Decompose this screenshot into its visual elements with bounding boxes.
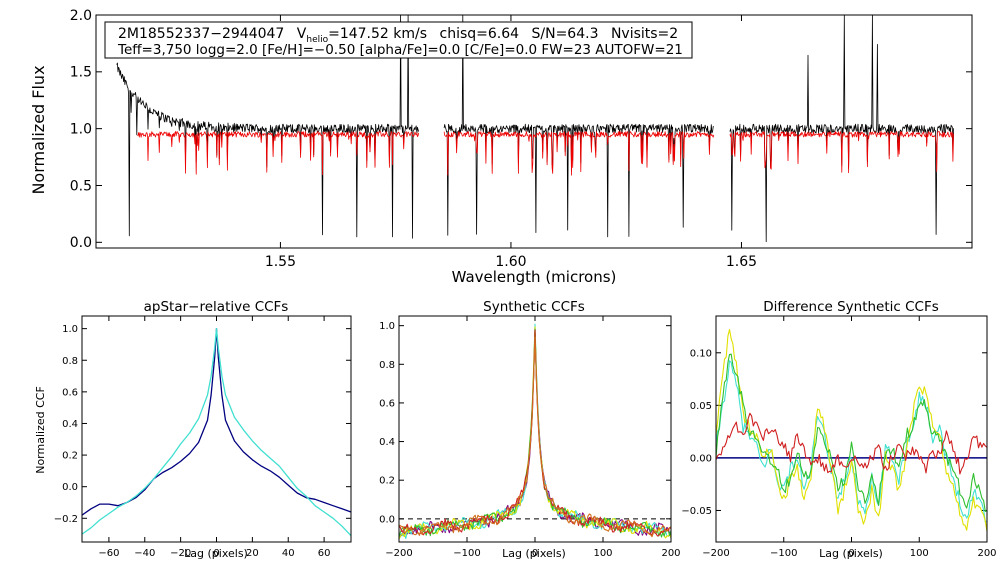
model-spectrum-line [137,131,420,176]
apstar-ccf-xtick-label: 60 [318,548,331,559]
apstar-ccf-xtick-label: 40 [282,548,295,559]
synthetic-ccf-ytick-label: 0.2 [379,476,395,487]
apstar-ccf-frame [81,315,352,543]
synthetic-ccf-ticks: −200 −100 0 100 200 0.0 0.2 0.4 0.6 0.8 1.0 [379,316,681,559]
synthetic-ccf-panel: Synthetic CCFs Lag (pixels) −200 −100 0 100… [379,299,680,560]
synthetic-ccf-frame [398,315,672,543]
annotation-sn: S/N=64.3 [532,26,599,42]
annotation-line1: 2M18552337−2944047 Vhelio=147.52 km/s ch… [118,26,678,45]
difference-ccf-xtick-label: −200 [702,548,729,559]
apstar-ccf-panel: apStar−relative CCFs Normalized CCF Lag … [34,299,352,560]
difference-ccf-title: Difference Synthetic CCFs [763,299,939,315]
apstar-ccf-xtick-label: −40 [134,548,155,559]
difference-ccf-line [715,360,988,523]
synthetic-ccf-ytick-label: 0.8 [379,360,395,371]
spectrum-ytick-label: 2.0 [70,8,92,24]
model-spectrum-line [729,131,954,174]
difference-ccf-xlabel: Lag (pixels) [819,547,883,560]
spectrum-xtick-label: 1.60 [495,254,526,270]
synthetic-ccf-xtick-label: 200 [661,548,680,559]
synthetic-ccf-ytick-label: 0.4 [379,437,395,448]
apstar-ccf-ytick-label: −0.2 [54,514,78,525]
apstar-ccf-ytick-label: 0.2 [62,451,78,462]
apstar-ccf-series [81,327,352,537]
synthetic-ccf-xtick-label: −100 [453,548,480,559]
difference-ccf-ytick-label: −0.05 [681,506,712,517]
spectrum-frame [95,14,973,249]
synthetic-ccf-title: Synthetic CCFs [483,299,585,315]
synthetic-ccf-xtick-label: 0 [532,548,538,559]
spectrum-ytick-label: 0.5 [70,178,92,194]
apstar-ccf-xtick-label: 20 [246,548,259,559]
apstar-ccf-ticks: −60 −40 −20 0 20 40 60 −0.2 0.0 0.2 0.4 0.6 0.8 1.0 [54,316,351,559]
model-spectrum-line [443,131,715,176]
spectrum-xtick-label: 1.65 [726,254,757,270]
difference-ccf-line [715,353,988,513]
synthetic-ccf-series [398,323,672,540]
apstar-ccf-ytick-label: 0.4 [62,419,78,430]
difference-ccf-ticks: −200 −100 0 100 200 −0.05 0.00 0.05 0.10 [681,316,997,559]
spectrum-xlabel: Wavelength (microns) [452,268,617,286]
synthetic-ccf-xtick-label: 100 [593,548,612,559]
annotation-nvisits: Nvisits=2 [611,26,678,42]
difference-ccf-ytick-label: 0.05 [690,401,712,412]
difference-ccf-xtick-label: −100 [770,548,797,559]
difference-ccf-frame [715,315,988,543]
annotation-box [104,21,693,59]
apstar-ccf-ytick-label: 0.8 [62,356,78,367]
annotation-vhelio-prefix: V [297,26,307,42]
apstar-ccf-title: apStar−relative CCFs [144,299,289,315]
spectrum-ytick-label: 1.0 [70,122,92,138]
difference-ccf-xtick-label: 100 [910,548,929,559]
apstar-ccf-xtick-label: 0 [213,548,219,559]
synthetic-ccf-line [398,336,672,538]
difference-ccf-xtick-label: 0 [848,548,854,559]
difference-ccf-series [715,328,988,532]
spectrum-annotation: 2M18552337−2944047 Vhelio=147.52 km/s ch… [104,21,693,59]
spectrum-ytick-label: 1.5 [70,65,92,81]
observed-spectrum-line [116,14,420,239]
annotation-vhelio-value: =147.52 km/s [328,26,427,42]
spectrum-panel: Normalized Flux Wavelength (microns) 1.5… [29,8,973,286]
apstar-ccf-xlabel: Lag (pixels) [184,547,248,560]
synthetic-ccf-xtick-label: −200 [385,548,412,559]
apstar-ccf-xtick-label: −20 [170,548,191,559]
apstar-ccf-xtick-label: −60 [98,548,119,559]
annotation-line2: Teff=3,750 logg=2.0 [Fe/H]=−0.50 [alpha/… [117,42,683,58]
annotation-star: 2M18552337−2944047 [118,26,284,42]
synthetic-ccf-ytick-label: 1.0 [379,321,395,332]
difference-ccf-line [715,412,988,475]
synthetic-ccf-ytick-label: 0.0 [379,514,395,525]
spectrum-xtick-label: 1.55 [265,254,296,270]
ccf-line [81,327,352,537]
difference-ccf-panel: Difference Synthetic CCFs Lag (pixels) −… [681,299,996,560]
synthetic-ccf-xlabel: Lag (pixels) [502,547,566,560]
spectrum-ticks: 1.55 1.60 1.65 0.0 0.5 1.0 1.5 2.0 [70,8,972,270]
apstar-ccf-ytick-label: 0.6 [62,387,78,398]
spectrum-series [116,14,954,243]
synthetic-ccf-ytick-label: 0.6 [379,398,395,409]
synthetic-ccf-line [398,329,672,537]
difference-ccf-ytick-label: 0.00 [690,453,712,464]
spectrum-ylabel: Normalized Flux [29,65,48,194]
apstar-ccf-ytick-label: 0.0 [62,482,78,493]
spectrum-ytick-label: 0.0 [70,235,92,251]
apstar-ccf-ytick-label: 1.0 [62,324,78,335]
apstar-ccf-ylabel: Normalized CCF [34,386,47,474]
annotation-chisq: chisq=6.64 [440,26,520,42]
difference-ccf-xtick-label: 200 [977,548,996,559]
annotation-vhelio-sub: helio [306,35,328,45]
difference-ccf-ytick-label: 0.10 [690,348,712,359]
